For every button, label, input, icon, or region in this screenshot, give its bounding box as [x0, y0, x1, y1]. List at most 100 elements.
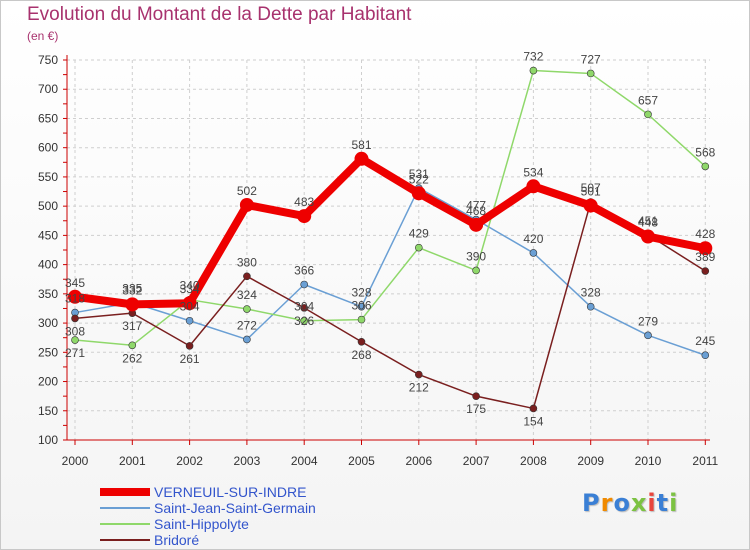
data-point [300, 316, 309, 325]
data-label: 657 [638, 93, 658, 107]
data-point [357, 302, 366, 311]
y-tick-label: 100 [38, 433, 58, 447]
data-label: 268 [351, 348, 371, 362]
data-point [354, 151, 369, 166]
data-label: 261 [180, 352, 200, 366]
data-label: 448 [638, 216, 658, 230]
data-label: 328 [351, 286, 371, 300]
data-label: 328 [581, 286, 601, 300]
x-tick-label: 2011 [692, 454, 718, 468]
data-point [185, 342, 194, 350]
series-line-1 [74, 187, 707, 356]
data-label: 727 [581, 52, 601, 66]
data-label: 581 [351, 138, 371, 152]
data-label: 345 [65, 276, 85, 290]
data-label: 262 [122, 351, 142, 365]
y-tick-label: 500 [38, 199, 58, 213]
data-point [414, 370, 423, 379]
data-label: 304 [180, 300, 200, 314]
data-label: 420 [523, 232, 543, 246]
data-label: 429 [409, 227, 429, 241]
data-point [698, 241, 713, 256]
data-point [357, 315, 366, 324]
chart-unit-label: (en €) [27, 29, 59, 43]
data-point [71, 314, 79, 323]
data-label: 380 [237, 255, 257, 269]
data-point [357, 337, 366, 346]
data-point [243, 305, 251, 313]
logo-letter: o [613, 489, 631, 517]
data-point [469, 217, 484, 232]
legend-swatch [100, 507, 150, 509]
data-label: 522 [409, 172, 429, 186]
series-line-0 [71, 154, 710, 309]
data-point [583, 198, 598, 213]
data-label: 507 [581, 181, 601, 195]
data-point [586, 302, 595, 311]
data-label: 451 [638, 214, 658, 228]
y-tick-label: 300 [38, 316, 58, 330]
data-label: 318 [65, 292, 85, 306]
y-tick-label: 450 [38, 228, 58, 242]
data-label: 732 [523, 50, 543, 64]
data-label: 428 [695, 227, 715, 241]
y-tick-label: 650 [38, 111, 58, 125]
legend-swatch [100, 523, 150, 525]
logo-letter: i [669, 489, 679, 517]
y-tick-label: 350 [38, 287, 58, 301]
data-label: 390 [466, 249, 486, 263]
data-label: 366 [294, 263, 314, 277]
legend-label: Bridoré [154, 532, 200, 548]
legend-label: VERNEUIL-SUR-INDRE [154, 484, 307, 500]
data-point [243, 335, 251, 344]
data-point [644, 331, 652, 340]
data-point [701, 267, 710, 275]
x-tick-label: 2004 [291, 454, 318, 468]
data-point [529, 404, 538, 413]
y-tick-label: 150 [38, 404, 58, 418]
proxiti-logo: Proxiti [582, 489, 678, 517]
data-point [529, 249, 538, 257]
logo-letter: i [647, 489, 657, 517]
data-point [641, 229, 655, 244]
data-point [128, 341, 137, 350]
data-point [297, 209, 312, 224]
data-label: 326 [294, 314, 314, 328]
logo-letter: t [656, 489, 670, 517]
x-tick-label: 2000 [62, 454, 89, 468]
data-label: 175 [466, 402, 486, 416]
data-point [300, 280, 309, 289]
data-point [300, 304, 309, 312]
data-point [526, 179, 541, 194]
legend-label: Saint-Jean-Saint-Germain [154, 500, 316, 516]
legend-swatch [100, 539, 150, 541]
data-label: 317 [122, 319, 142, 333]
data-label: 324 [237, 288, 257, 302]
logo-letter: r [600, 489, 614, 517]
x-tick-label: 2001 [119, 454, 146, 468]
y-tick-label: 400 [38, 258, 58, 272]
y-tick-label: 600 [38, 141, 58, 155]
y-tick-label: 700 [38, 82, 58, 96]
y-tick-label: 250 [38, 345, 58, 359]
data-label: 568 [695, 145, 715, 159]
data-label: 335 [122, 282, 142, 296]
data-label: 502 [237, 184, 257, 198]
data-point [68, 289, 82, 304]
data-point [125, 297, 140, 312]
data-label: 477 [466, 199, 486, 213]
data-point [414, 243, 423, 252]
data-point [472, 392, 480, 400]
x-tick-label: 2006 [405, 454, 432, 468]
data-point [243, 272, 251, 281]
data-label: 340 [180, 279, 200, 293]
x-tick-label: 2010 [635, 454, 662, 468]
data-label: 154 [523, 414, 543, 428]
data-point [182, 296, 197, 311]
data-point [185, 316, 194, 325]
data-point [701, 162, 710, 171]
data-label: 483 [294, 195, 314, 209]
x-tick-label: 2009 [577, 454, 604, 468]
